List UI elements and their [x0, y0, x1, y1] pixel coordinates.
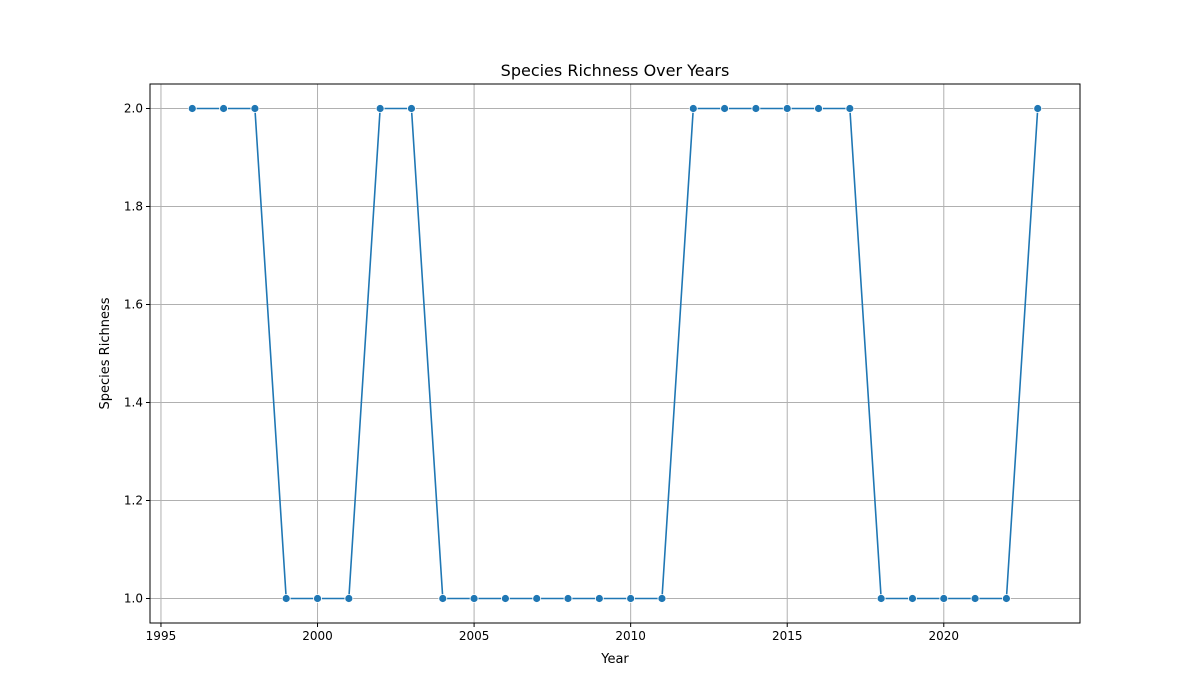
- data-point: [281, 594, 291, 603]
- data-point: [939, 594, 949, 603]
- data-point: [688, 104, 698, 113]
- y-tick-label: 1.0: [124, 592, 143, 606]
- y-tick-label: 2.0: [124, 102, 143, 116]
- data-point: [1002, 594, 1011, 603]
- x-tick-label: 2000: [302, 629, 333, 643]
- data-point: [594, 594, 604, 603]
- data-point: [657, 594, 667, 603]
- data-point: [313, 594, 322, 603]
- data-point: [845, 104, 855, 113]
- x-tick-label: 2005: [459, 629, 490, 643]
- x-axis-label: Year: [600, 652, 629, 667]
- data-point: [219, 104, 228, 113]
- data-point: [532, 594, 542, 603]
- data-point: [626, 594, 636, 603]
- data-point: [751, 104, 761, 113]
- data-point: [375, 104, 385, 113]
- x-tick-label: 1995: [146, 629, 177, 643]
- y-tick-label: 1.8: [124, 200, 143, 214]
- data-point: [782, 104, 792, 113]
- data-point: [187, 104, 197, 113]
- data-point: [908, 594, 917, 603]
- series-line: [192, 107, 1039, 600]
- y-tick-label: 1.6: [124, 298, 143, 312]
- data-point: [1033, 104, 1043, 113]
- chart-title: Species Richness Over Years: [501, 61, 730, 80]
- y-tick-label: 1.4: [124, 396, 143, 410]
- y-axis-label: Species Richness: [98, 297, 113, 409]
- data-point: [250, 104, 260, 113]
- data-point: [469, 594, 479, 603]
- plot-frame: [149, 83, 1081, 624]
- x-tick-label: 2015: [772, 629, 803, 643]
- x-tick-label: 2020: [929, 629, 960, 643]
- data-point: [438, 594, 448, 603]
- data-point: [876, 594, 886, 603]
- grid-lines: [150, 84, 1080, 623]
- y-tick-label: 1.2: [124, 494, 143, 508]
- data-point: [720, 104, 729, 113]
- axis-ticks: 1995 2000 2005 2010 2015 2020 1.0 1.2 1.4 1.6 1.8 2…: [124, 102, 959, 644]
- data-point: [501, 594, 510, 603]
- data-point: [814, 104, 823, 113]
- x-tick-label: 2010: [615, 629, 646, 643]
- data-point: [563, 594, 573, 603]
- data-point: [970, 594, 980, 603]
- data-point: [407, 104, 416, 113]
- series-layer: [187, 104, 1043, 603]
- data-point: [344, 594, 354, 603]
